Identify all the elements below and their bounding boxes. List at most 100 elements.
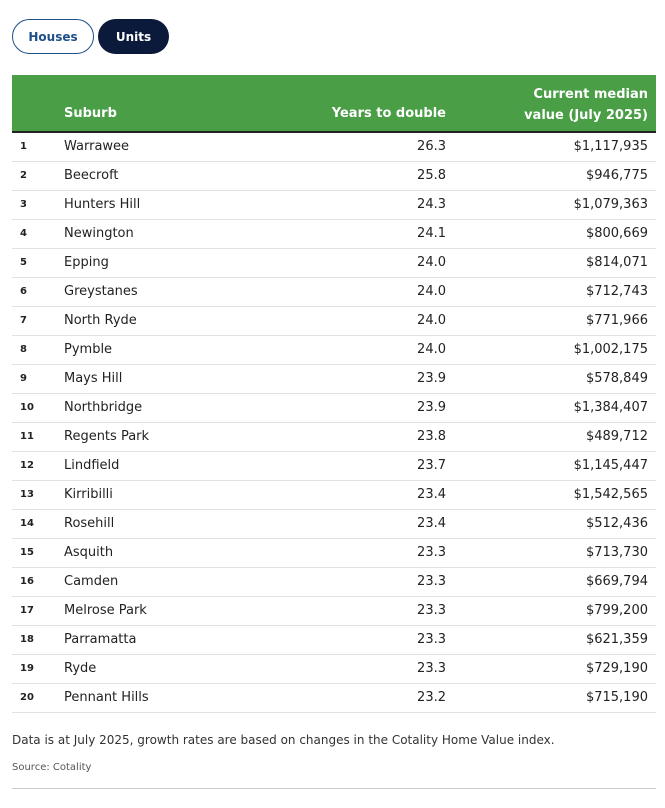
rank: 12 <box>20 460 34 471</box>
rank: 6 <box>20 286 27 297</box>
years-to-double: 23.3 <box>417 574 446 589</box>
median-value: $669,794 <box>585 574 648 589</box>
suburb: Pymble <box>64 342 113 357</box>
suburb: Newington <box>64 226 134 241</box>
table-row: 5 Epping 24.0 $814,071 <box>12 249 656 278</box>
years-to-double: 23.3 <box>417 632 446 647</box>
years-to-double: 24.0 <box>417 342 446 357</box>
suburb: Hunters Hill <box>64 197 141 212</box>
table-row: 17 Melrose Park 23.3 $799,200 <box>12 597 656 626</box>
years-to-double: 23.4 <box>417 516 446 531</box>
table-row: 9 Mays Hill 23.9 $578,849 <box>12 365 656 394</box>
years-to-double: 23.3 <box>417 661 446 676</box>
table-row: 6 Greystanes 24.0 $712,743 <box>12 278 656 307</box>
suburb: Epping <box>64 255 109 270</box>
table-row: 7 North Ryde 24.0 $771,966 <box>12 307 656 336</box>
years-to-double: 23.3 <box>417 545 446 560</box>
rank: 9 <box>20 373 27 384</box>
rank: 14 <box>20 518 34 529</box>
median-value: $1,079,363 <box>573 197 648 212</box>
suburb: Rosehill <box>64 516 115 531</box>
suburb: Regents Park <box>64 429 150 444</box>
table-row: 1 Warrawee 26.3 $1,117,935 <box>12 133 656 162</box>
years-to-double: 24.0 <box>417 284 446 299</box>
table-row: 11 Regents Park 23.8 $489,712 <box>12 423 656 452</box>
suburb: Camden <box>64 574 119 589</box>
years-to-double: 23.8 <box>417 429 446 444</box>
suburb: North Ryde <box>64 313 137 328</box>
rank: 8 <box>20 344 27 355</box>
table-row: 4 Newington 24.1 $800,669 <box>12 220 656 249</box>
suburb: Lindfield <box>64 458 120 473</box>
median-value: $715,190 <box>585 690 648 705</box>
header-suburb: Suburb <box>64 106 117 121</box>
years-to-double: 23.2 <box>417 690 446 705</box>
median-value: $1,542,565 <box>573 487 648 502</box>
median-value: $800,669 <box>585 226 648 241</box>
median-value: $1,002,175 <box>573 342 648 357</box>
table-row: 10 Northbridge 23.9 $1,384,407 <box>12 394 656 423</box>
table-row: 19 Ryde 23.3 $729,190 <box>12 655 656 684</box>
header-value: Current median value (July 2025) <box>524 87 648 123</box>
table-row: 20 Pennant Hills 23.2 $715,190 <box>12 684 656 713</box>
suburb: Ryde <box>64 661 97 676</box>
rank: 19 <box>20 663 34 674</box>
table-row: 14 Rosehill 23.4 $512,436 <box>12 510 656 539</box>
suburb: Pennant Hills <box>64 690 149 705</box>
suburb: Warrawee <box>64 139 130 154</box>
rank: 16 <box>20 576 34 587</box>
rank: 18 <box>20 634 34 645</box>
median-value: $814,071 <box>585 255 648 270</box>
years-to-double: 23.3 <box>417 603 446 618</box>
median-value: $799,200 <box>585 603 648 618</box>
table-row: 2 Beecroft 25.8 $946,775 <box>12 162 656 191</box>
median-value: $489,712 <box>585 429 648 444</box>
median-value: $713,730 <box>585 545 648 560</box>
years-to-double: 26.3 <box>417 139 446 154</box>
suburb: Melrose Park <box>64 603 147 618</box>
median-value: $512,436 <box>585 516 648 531</box>
table-row: 15 Asquith 23.3 $713,730 <box>12 539 656 568</box>
median-value: $1,117,935 <box>573 139 648 154</box>
rank: 17 <box>20 605 34 616</box>
rank: 3 <box>20 199 27 210</box>
units-tab[interactable]: Units <box>98 19 169 54</box>
years-to-double: 23.4 <box>417 487 446 502</box>
houses-tab[interactable]: Houses <box>12 19 94 54</box>
rank: 15 <box>20 547 34 558</box>
median-value: $712,743 <box>585 284 648 299</box>
rank: 10 <box>20 402 34 413</box>
divider <box>12 788 656 789</box>
table-row: 13 Kirribilli 23.4 $1,542,565 <box>12 481 656 510</box>
median-value: $1,384,407 <box>573 400 648 415</box>
median-value: $946,775 <box>585 168 648 183</box>
rank: 2 <box>20 170 27 181</box>
median-value: $729,190 <box>585 661 648 676</box>
table-row: 8 Pymble 24.0 $1,002,175 <box>12 336 656 365</box>
years-to-double: 24.3 <box>417 197 446 212</box>
table-row: 16 Camden 23.3 $669,794 <box>12 568 656 597</box>
years-to-double: 23.9 <box>417 400 446 415</box>
suburb: Parramatta <box>64 632 137 647</box>
suburb: Northbridge <box>64 400 143 415</box>
table-row: 18 Parramatta 23.3 $621,359 <box>12 626 656 655</box>
years-to-double: 23.7 <box>417 458 446 473</box>
years-to-double: 25.8 <box>417 168 446 183</box>
rank: 13 <box>20 489 34 500</box>
table-row: 3 Hunters Hill 24.3 $1,079,363 <box>12 191 656 220</box>
years-to-double: 24.0 <box>417 313 446 328</box>
header-years: Years to double <box>331 106 446 121</box>
suburb: Mays Hill <box>64 371 123 386</box>
years-to-double: 24.1 <box>417 226 446 241</box>
footnote: Data is at July 2025, growth rates are b… <box>12 733 555 747</box>
table-header: Suburb Years to double Current median va… <box>12 75 656 133</box>
median-value: $621,359 <box>585 632 648 647</box>
rank: 7 <box>20 315 27 326</box>
suburb: Beecroft <box>64 168 119 183</box>
rank: 11 <box>20 431 34 442</box>
median-value: $771,966 <box>585 313 648 328</box>
median-value: $578,849 <box>585 371 648 386</box>
rank: 20 <box>20 692 34 703</box>
median-value: $1,145,447 <box>573 458 648 473</box>
